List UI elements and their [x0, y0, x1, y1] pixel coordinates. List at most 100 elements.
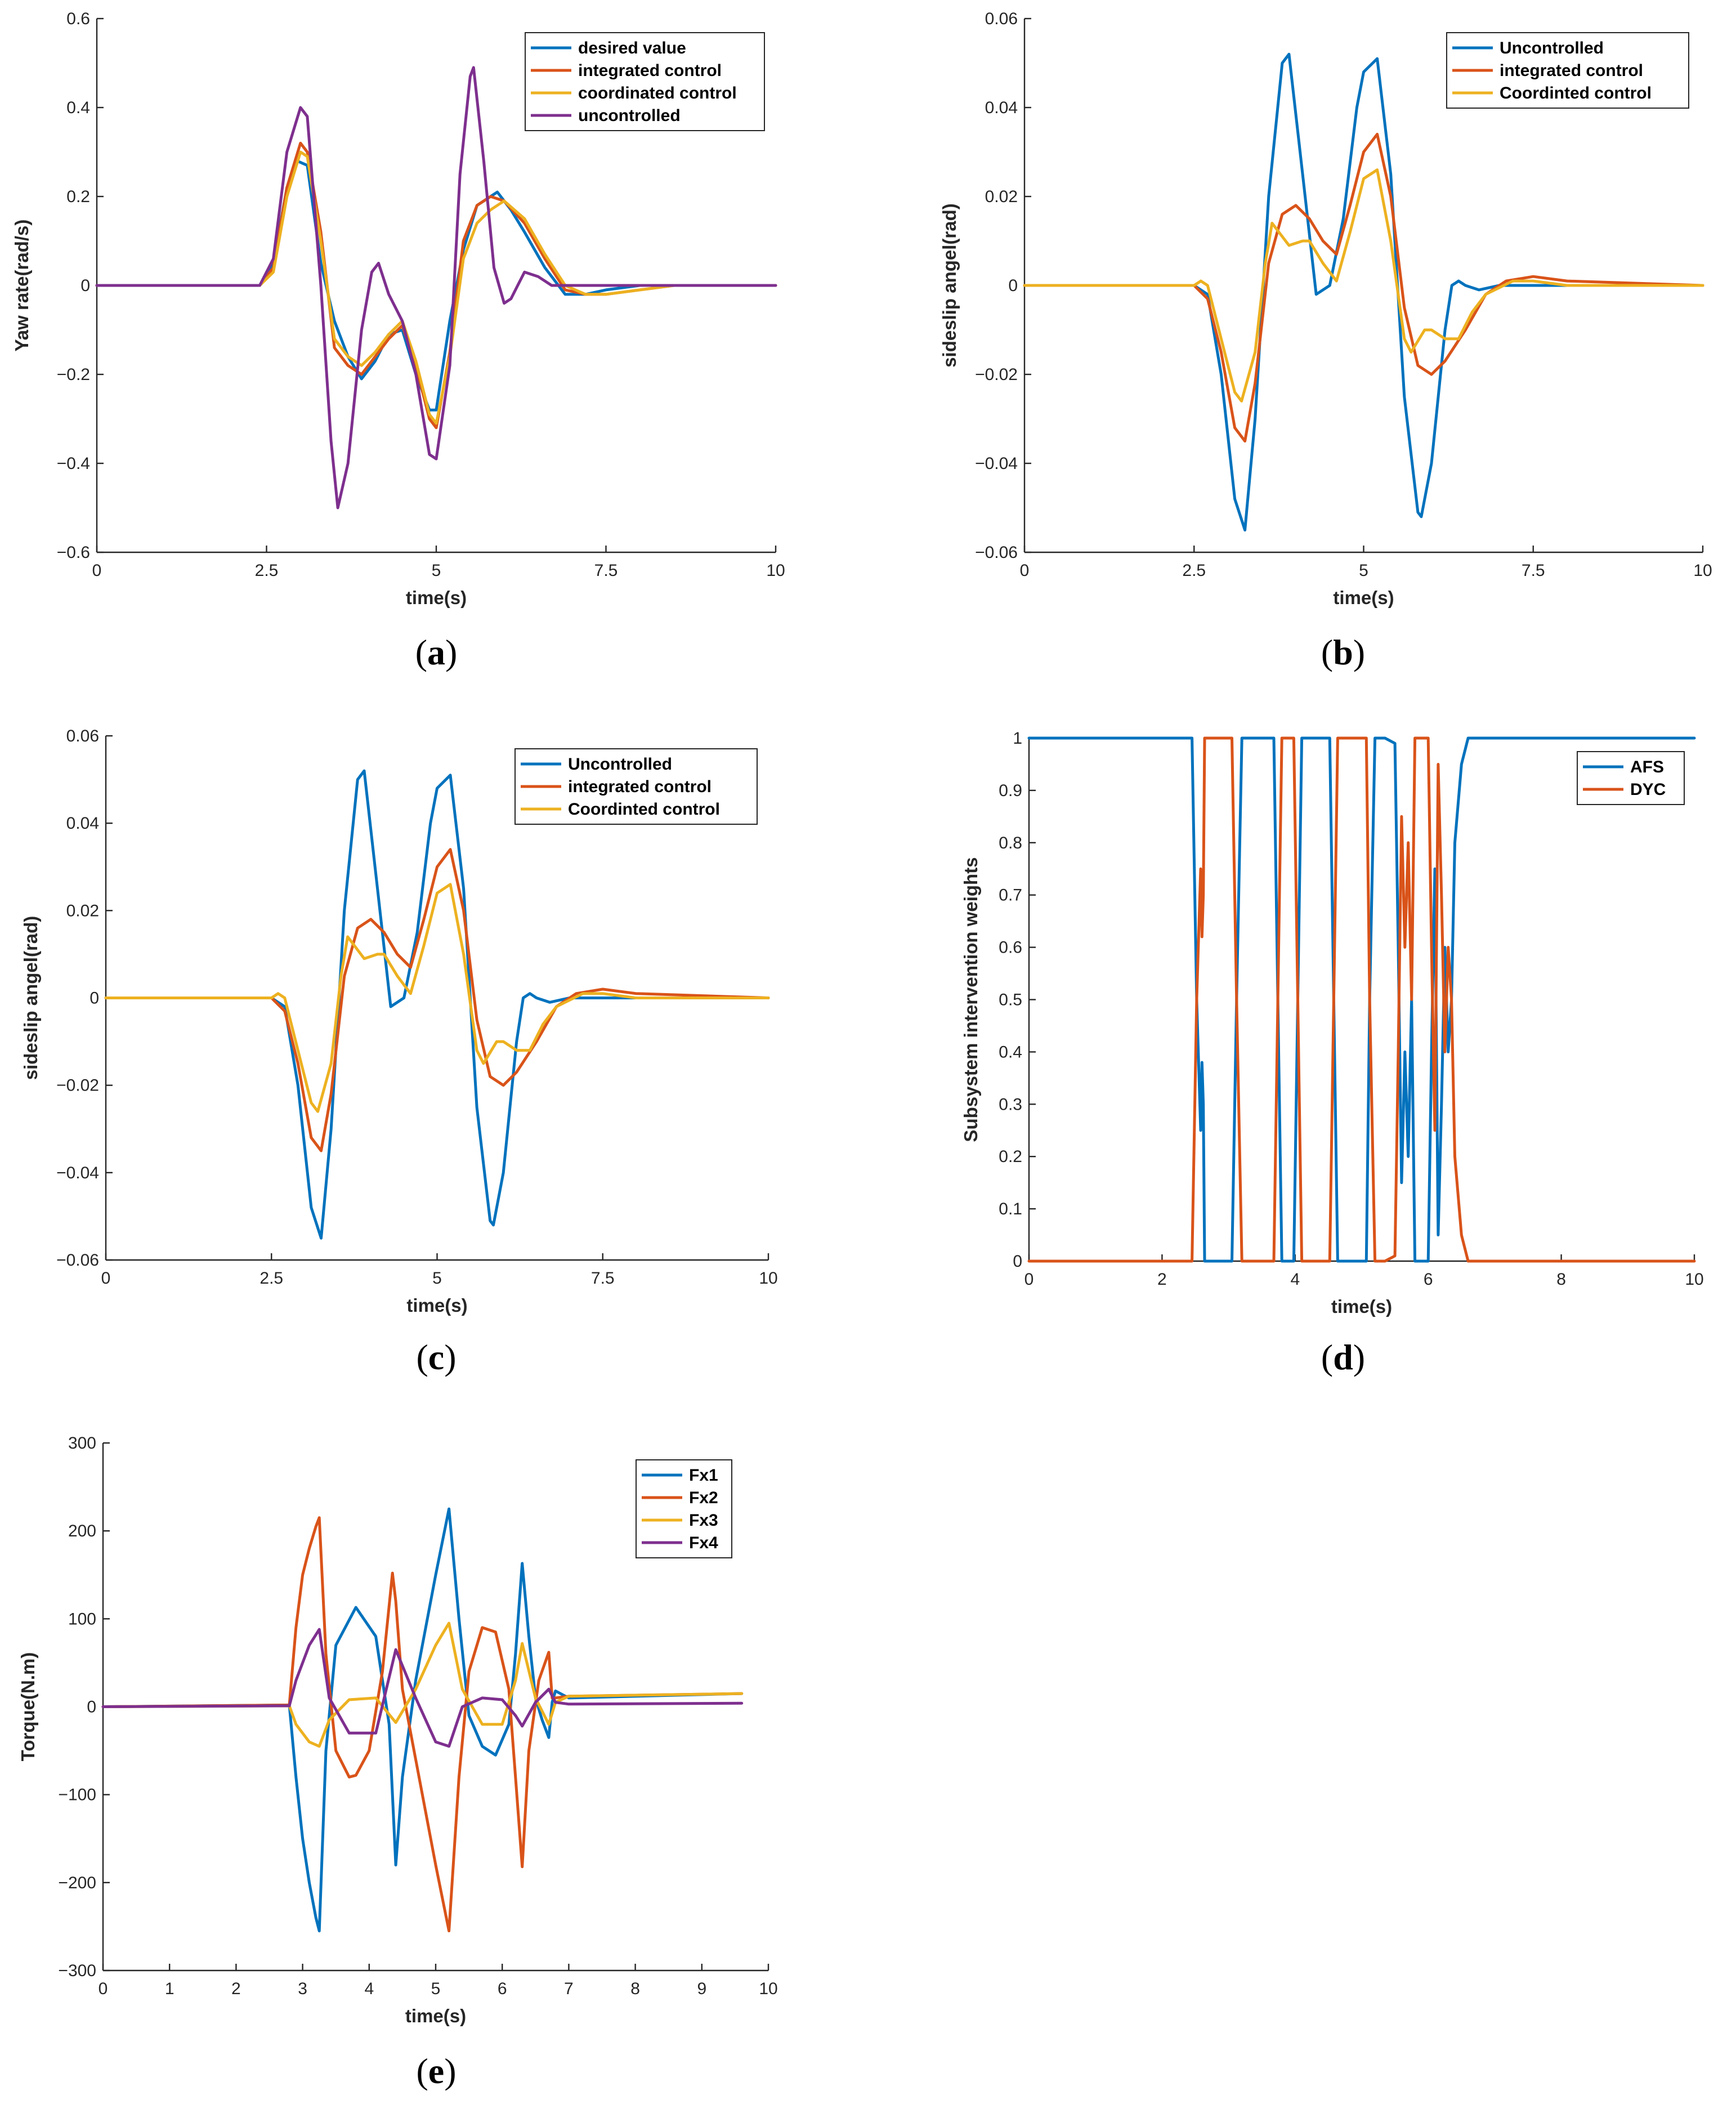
- x-tick-label: 2.5: [259, 1269, 283, 1288]
- series-line-dyc: [1027, 736, 1696, 1263]
- x-tick-label: 5: [1359, 561, 1368, 580]
- caption-letter: b: [1333, 632, 1353, 672]
- legend: Fx1 Fx2 Fx3 Fx4: [636, 1459, 732, 1558]
- caption-letter: a: [427, 632, 445, 672]
- y-tick-label: −0.02: [975, 365, 1018, 384]
- y-tick-label: 1: [1013, 729, 1022, 748]
- y-tick-label: −0.2: [57, 365, 90, 384]
- x-axis-label: time(s): [1333, 587, 1394, 608]
- y-tick-label: 0: [1013, 1252, 1022, 1271]
- x-tick-label: 0: [99, 1980, 108, 1998]
- y-tick-label: 200: [68, 1522, 96, 1540]
- y-tick-label: −0.06: [56, 1251, 99, 1270]
- x-tick-label: 7: [564, 1980, 574, 1998]
- x-tick-label: 0: [1020, 561, 1030, 580]
- caption-close: ): [444, 2051, 456, 2091]
- x-tick-label: 7.5: [591, 1269, 615, 1288]
- y-tick-label: −0.04: [975, 454, 1018, 473]
- legend-label: Fx2: [689, 1489, 718, 1507]
- legend-label: AFS: [1630, 758, 1664, 776]
- series-line-coordinted-control: [104, 883, 770, 1113]
- y-tick-label: 0.1: [999, 1200, 1022, 1218]
- x-tick-label: 6: [498, 1980, 507, 1998]
- series-line-integrated-control: [104, 848, 770, 1152]
- legend: Uncontrolled integrated control Coordinted…: [514, 748, 758, 825]
- series-line-desired-value: [95, 159, 777, 412]
- y-tick-label: 0.2: [66, 187, 90, 206]
- series-line-afs: [1027, 736, 1696, 1263]
- y-tick-label: 300: [68, 1434, 96, 1453]
- legend-label: integrated control: [578, 61, 722, 80]
- y-tick-label: 0: [90, 989, 99, 1008]
- y-tick-label: −100: [58, 1786, 96, 1804]
- y-tick-label: 0: [80, 276, 90, 295]
- caption-close: ): [1353, 632, 1365, 672]
- x-tick-label: 8: [630, 1980, 640, 1998]
- x-axis-label: time(s): [405, 2005, 466, 2026]
- legend-label: integrated control: [568, 778, 712, 796]
- series-line-coordinated-control: [95, 150, 777, 425]
- legend-label: Fx4: [689, 1534, 718, 1552]
- y-tick-label: 0.06: [66, 727, 99, 745]
- x-tick-label: 0: [92, 561, 102, 580]
- x-tick-label: 10: [759, 1269, 777, 1288]
- x-tick-label: 2: [1157, 1270, 1167, 1289]
- x-tick-label: 4: [1290, 1270, 1300, 1289]
- x-tick-label: 5: [431, 1980, 441, 1998]
- series-line-fx1: [101, 1507, 744, 1933]
- series-line-fx2: [101, 1516, 744, 1933]
- series-line-coordinted-control: [1023, 168, 1704, 403]
- panel-caption: (e): [416, 2051, 456, 2091]
- series-line-integrated-control: [1023, 132, 1704, 443]
- x-tick-label: 5: [432, 1269, 442, 1288]
- series-line-fx4: [101, 1628, 744, 1748]
- y-tick-label: −300: [58, 1961, 96, 1980]
- y-tick-label: 0.5: [999, 991, 1022, 1009]
- legend: Uncontrolled integrated control Coordinted…: [1446, 32, 1689, 109]
- x-tick-label: 7.5: [1522, 561, 1545, 580]
- y-tick-label: 0.6: [999, 939, 1022, 957]
- y-tick-label: −0.4: [57, 454, 90, 473]
- y-tick-label: −0.06: [975, 543, 1018, 562]
- series-line-fx3: [101, 1621, 744, 1748]
- y-tick-label: 0: [1008, 276, 1018, 295]
- x-tick-label: 5: [432, 561, 441, 580]
- x-axis-label: time(s): [406, 1295, 467, 1316]
- y-tick-label: 0.02: [985, 187, 1018, 206]
- caption-open: (: [416, 1337, 428, 1377]
- y-tick-label: 0.4: [999, 1043, 1022, 1061]
- y-tick-label: 0.3: [999, 1095, 1022, 1114]
- y-axis-label: Yaw rate(rad/s): [11, 220, 32, 352]
- y-tick-label: 100: [68, 1610, 96, 1628]
- x-tick-label: 9: [697, 1980, 706, 1998]
- legend-box: [1577, 751, 1685, 805]
- chart-panel-b: 0 2.5 5 7.5 10 −0.06 −0.04 −0.02 0 0.02 0.04 0.06 ti…: [939, 10, 1712, 672]
- legend-label: Uncontrolled: [1500, 39, 1604, 57]
- x-axis-label: time(s): [406, 587, 467, 608]
- y-tick-label: −0.02: [56, 1076, 99, 1095]
- x-tick-label: 10: [766, 561, 785, 580]
- legend-label: uncontrolled: [578, 106, 681, 125]
- x-tick-label: 10: [1693, 561, 1712, 580]
- x-tick-label: 2.5: [1182, 561, 1206, 580]
- series-line-uncontrolled: [104, 769, 770, 1240]
- x-tick-label: 2: [231, 1980, 241, 1998]
- caption-letter: c: [428, 1337, 444, 1377]
- y-tick-label: −0.04: [56, 1164, 99, 1182]
- y-tick-label: 0.06: [985, 10, 1018, 28]
- legend-label: coordinated control: [578, 84, 737, 102]
- caption-open: (: [1321, 632, 1333, 672]
- panel-caption: (a): [415, 632, 458, 672]
- x-tick-label: 7.5: [594, 561, 618, 580]
- legend-label: integrated control: [1500, 61, 1643, 80]
- y-tick-label: 0.8: [999, 834, 1022, 852]
- x-tick-label: 0: [101, 1269, 111, 1288]
- y-tick-label: 0.2: [999, 1147, 1022, 1166]
- y-axis-label: sideslip angel(rad): [20, 916, 41, 1080]
- y-tick-label: −200: [58, 1874, 96, 1892]
- y-tick-label: 0.7: [999, 886, 1022, 905]
- x-axis-label: time(s): [1331, 1296, 1392, 1317]
- series-line-uncontrolled: [1023, 52, 1704, 531]
- x-tick-label: 10: [759, 1980, 777, 1998]
